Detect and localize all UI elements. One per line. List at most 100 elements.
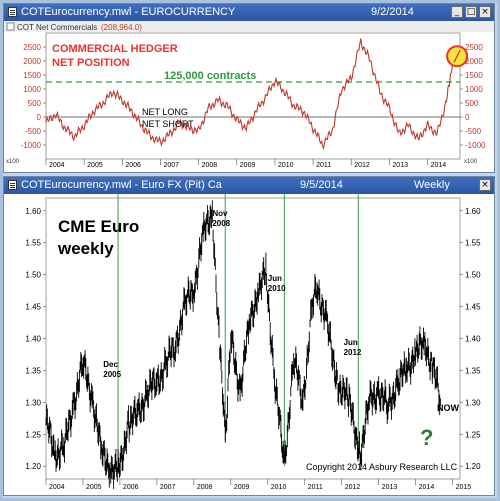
- maximize-button[interactable]: □: [465, 6, 477, 18]
- y-tick-label: 0: [465, 113, 470, 122]
- y-tick-label: 1.30: [465, 398, 481, 407]
- cot-chart: COT Net Commercials (208,964.0) -1000 -50…: [4, 21, 494, 172]
- marker-lines: [117, 194, 359, 473]
- scale-note-left: x100: [6, 159, 20, 165]
- x-tick-label: 2010: [278, 162, 294, 169]
- euro-window-date: 9/5/2014: [300, 179, 343, 191]
- y-tick-label: 1.30: [25, 398, 41, 407]
- x-tick-label: 2014: [431, 162, 447, 169]
- x-tick-label: 2012: [345, 484, 361, 491]
- minimize-button[interactable]: _: [451, 6, 463, 18]
- x-tick-label: 2004: [49, 162, 65, 169]
- euro-window[interactable]: COTEurocurrency.mwl - Euro FX (Pit) Ca 9…: [3, 176, 495, 496]
- close-button[interactable]: ×: [479, 179, 491, 191]
- euro-window-titlebar[interactable]: COTEurocurrency.mwl - Euro FX (Pit) Ca 9…: [4, 177, 494, 194]
- annotation-title-line2: NET POSITION: [52, 57, 130, 69]
- annotation-jun2012-year: 2012: [344, 348, 362, 357]
- net-short-label: NET SHORT: [142, 119, 194, 129]
- series-toggle-checkbox[interactable]: [6, 22, 15, 31]
- y-tick-label: 1.45: [465, 303, 481, 312]
- y-tick-label: 1.45: [25, 303, 41, 312]
- now-label: NOW: [437, 403, 460, 413]
- euro-y-axis-right: 1.20 1.25 1.30 1.35 1.40 1.45 1.50 1.55 1.60: [460, 207, 481, 471]
- x-tick-label: 2013: [382, 484, 398, 491]
- x-tick-label: 2010: [271, 484, 287, 491]
- x-tick-label: 2005: [86, 484, 102, 491]
- net-long-label: NET LONG: [142, 107, 188, 117]
- chart-title-line2: weekly: [57, 239, 114, 258]
- y-tick-label: 1.20: [25, 462, 41, 471]
- y-tick-label: 500: [28, 99, 42, 108]
- cot-y-axis-right: -1000 -500 0 500 1000 1500 2000 2500: [460, 43, 486, 150]
- y-tick-label: -500: [25, 127, 42, 136]
- y-tick-label: 1.60: [465, 207, 481, 216]
- cot-y-axis-left: -1000 -500 0 500 1000 1500 2000 2500: [21, 43, 46, 150]
- y-tick-label: 1.35: [25, 366, 41, 375]
- annotation-jun2010-year: 2010: [268, 284, 286, 293]
- x-tick-label: 2005: [87, 162, 103, 169]
- x-tick-label: 2009: [240, 162, 256, 169]
- chart-title-line1: CME Euro: [58, 217, 139, 236]
- scale-note-right: x100: [464, 159, 478, 165]
- copyright-text: Copyright 2014 Asbury Research LLC: [306, 462, 458, 472]
- y-tick-label: 1000: [23, 85, 41, 94]
- y-tick-label: 2500: [465, 43, 483, 52]
- euro-price-series: [45, 200, 441, 489]
- y-tick-label: 1.50: [465, 271, 481, 280]
- y-tick-label: 2500: [23, 43, 41, 52]
- x-tick-label: 2013: [392, 162, 408, 169]
- question-mark: ?: [420, 425, 433, 450]
- cot-window-date: 9/2/2014: [371, 6, 414, 18]
- y-tick-label: 1500: [465, 71, 483, 80]
- annotation-nov2008-year: 2008: [212, 219, 230, 228]
- y-tick-label: 1.40: [465, 335, 481, 344]
- y-tick-label: 500: [465, 99, 479, 108]
- x-tick-label: 2006: [125, 162, 141, 169]
- document-icon: [8, 7, 17, 17]
- euro-chart: 1.20 1.25 1.30 1.35 1.40 1.45 1.50 1.55 1.60 1.2…: [4, 194, 494, 495]
- y-tick-label: 1.50: [25, 271, 41, 280]
- x-tick-label: 2007: [163, 162, 179, 169]
- euro-y-axis-left: 1.20 1.25 1.30 1.35 1.40 1.45 1.50 1.55 1.60: [25, 207, 46, 471]
- y-tick-label: 1.25: [25, 430, 41, 439]
- euro-window-title: COTEurocurrency.mwl - Euro FX (Pit) Ca: [21, 179, 222, 191]
- subheader-value: (208,964.0): [101, 23, 142, 32]
- close-button[interactable]: ×: [479, 6, 491, 18]
- y-tick-label: 2000: [23, 57, 41, 66]
- y-tick-label: 1.60: [25, 207, 41, 216]
- y-tick-label: -1000: [465, 141, 486, 150]
- y-tick-label: 1.40: [25, 335, 41, 344]
- cot-window-titlebar[interactable]: COTEurocurrency.mwl - EUROCURRENCY 9/2/2…: [4, 4, 494, 21]
- cot-window[interactable]: COTEurocurrency.mwl - EUROCURRENCY 9/2/2…: [3, 3, 495, 173]
- x-tick-label: 2006: [123, 484, 139, 491]
- x-tick-label: 2008: [202, 162, 218, 169]
- x-tick-label: 2014: [419, 484, 435, 491]
- x-tick-label: 2012: [354, 162, 370, 169]
- x-tick-label: 2011: [308, 484, 323, 491]
- y-tick-label: 1500: [23, 71, 41, 80]
- y-tick-label: 1.25: [465, 430, 481, 439]
- net-commercials-series: [45, 38, 454, 151]
- y-tick-label: 2000: [465, 57, 483, 66]
- subheader-label: COT Net Commercials: [17, 23, 97, 32]
- cot-x-axis: 2004 2005 2006 2007 2008 2009 2010 2011 2012 2013…: [45, 159, 447, 169]
- y-tick-label: 1000: [465, 85, 483, 94]
- y-tick-label: 1.35: [465, 366, 481, 375]
- annotation-nov2008-month: Nov: [212, 209, 228, 218]
- x-tick-label: 2004: [49, 484, 65, 491]
- euro-x-axis: 2004 2005 2006 2007 2008 2009 2010 2011 2012 2013…: [45, 479, 472, 491]
- x-tick-label: 2007: [160, 484, 176, 491]
- annotation-jun2012-month: Jun: [344, 338, 358, 347]
- annotation-jun2010-month: Jun: [268, 274, 282, 283]
- y-tick-label: -500: [465, 127, 482, 136]
- highlight-arrow: [453, 49, 461, 63]
- threshold-label: 125,000 contracts: [164, 70, 256, 82]
- cot-window-title: COTEurocurrency.mwl - EUROCURRENCY: [21, 6, 236, 18]
- y-tick-label: 0: [37, 113, 42, 122]
- x-tick-label: 2009: [234, 484, 250, 491]
- x-tick-label: 2015: [456, 484, 472, 491]
- annotation-title-line1: COMMERCIAL HEDGER: [52, 43, 178, 55]
- timeframe-label: Weekly: [414, 179, 450, 191]
- x-tick-label: 2008: [197, 484, 213, 491]
